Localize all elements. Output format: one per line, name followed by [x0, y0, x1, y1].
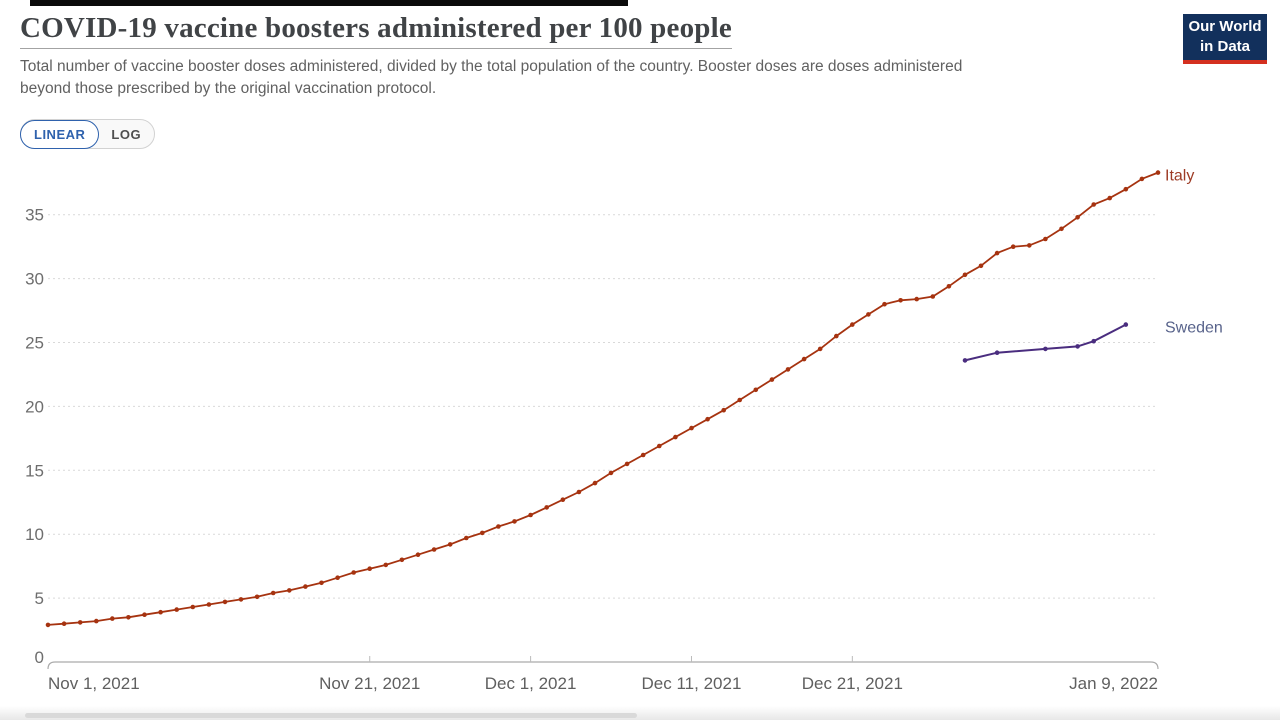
bottom-gray-bar	[25, 713, 637, 718]
svg-text:10: 10	[25, 525, 44, 544]
svg-text:35: 35	[25, 206, 44, 225]
svg-text:5: 5	[35, 589, 44, 608]
y-gridlines	[48, 214, 1158, 599]
linear-scale-button[interactable]: LINEAR	[20, 119, 100, 149]
svg-text:Dec 1, 2021: Dec 1, 2021	[485, 674, 577, 693]
series-points-sweden[interactable]	[962, 322, 1129, 363]
owid-logo-line-1: Our World	[1188, 18, 1262, 35]
svg-text:Nov 21, 2021: Nov 21, 2021	[319, 674, 420, 693]
top-black-bar	[30, 0, 628, 6]
svg-text:30: 30	[25, 270, 44, 289]
series-points-italy[interactable]	[45, 170, 1161, 628]
chart-subtitle: Total number of vaccine booster doses ad…	[20, 56, 1170, 100]
series-sweden[interactable]: Sweden	[962, 320, 1223, 363]
svg-text:Nov 1, 2021: Nov 1, 2021	[48, 674, 140, 693]
chart-title-link[interactable]: COVID-19 vaccine boosters administered p…	[20, 12, 732, 49]
svg-text:0: 0	[35, 648, 44, 667]
series-label-italy: Italy	[1165, 168, 1194, 185]
svg-text:15: 15	[25, 461, 44, 480]
owid-logo-line-2: in Data	[1199, 38, 1250, 55]
y-tick-labels: 0 5 10 15 20 25 30 35	[25, 206, 44, 667]
x-axis: Nov 1, 2021 Nov 21, 2021 Dec 1, 2021 Dec 11…	[47, 656, 1159, 693]
chart-subtitle-line-2: beyond those prescribed by the original …	[20, 80, 437, 97]
series-label-sweden: Sweden	[1165, 320, 1223, 337]
chart-header: COVID-19 vaccine boosters administered p…	[20, 12, 1170, 100]
svg-text:Dec 21, 2021: Dec 21, 2021	[802, 674, 903, 693]
owid-logo[interactable]: Our World in Data	[1183, 14, 1267, 64]
scale-toggle[interactable]: LINEAR LOG	[20, 119, 156, 149]
log-scale-button[interactable]: LOG	[98, 120, 154, 148]
svg-text:Jan 9, 2022: Jan 9, 2022	[1069, 674, 1158, 693]
series-line-sweden	[964, 323, 1127, 362]
svg-text:Dec 11, 2021: Dec 11, 2021	[642, 674, 742, 693]
series-italy[interactable]: Italy	[45, 168, 1195, 628]
svg-text:20: 20	[25, 397, 44, 416]
series-line-italy	[47, 171, 1159, 626]
svg-text:25: 25	[25, 334, 44, 353]
chart-subtitle-line-1: Total number of vaccine booster doses ad…	[20, 58, 963, 75]
